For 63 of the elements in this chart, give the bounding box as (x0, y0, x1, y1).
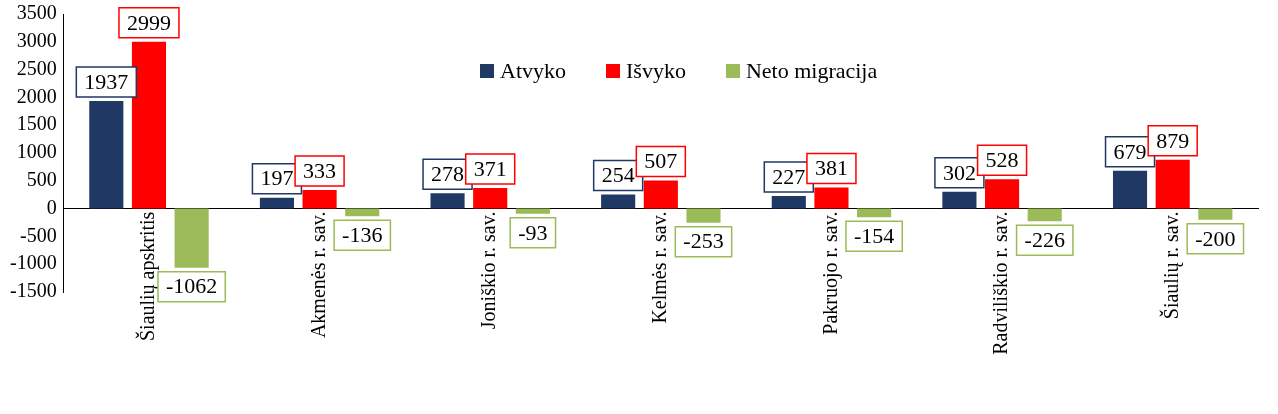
y-tick-label: 2500 (16, 56, 57, 79)
legend-label: Atvyko (500, 58, 566, 84)
x-tick-label: Pakruojo r. sav. (818, 211, 842, 335)
x-tick-label: Kelmės r. sav. (648, 211, 671, 324)
bar (302, 190, 337, 209)
x-tick-label: Šiaulių r. sav. (1158, 211, 1183, 320)
bar (259, 197, 294, 209)
data-label: -154 (853, 222, 895, 248)
bar (985, 179, 1020, 209)
data-label: 1937 (84, 68, 129, 94)
y-tick-label: 3000 (16, 29, 57, 52)
data-label: -253 (683, 228, 724, 254)
data-label: 333 (303, 157, 337, 183)
y-tick-label: 1500 (16, 112, 57, 135)
data-label: 879 (1156, 127, 1190, 153)
bar (601, 194, 636, 209)
bar (473, 187, 508, 209)
legend-label: Išvyko (626, 58, 686, 84)
x-tick-label: Akmenės r. sav. (306, 211, 329, 339)
bar (1155, 159, 1190, 209)
x-tick-label: Joniškio r. sav. (477, 211, 500, 330)
bar (942, 191, 977, 209)
data-label: 371 (473, 155, 507, 181)
data-label: -93 (518, 219, 548, 245)
data-label: 197 (260, 165, 294, 191)
data-label: 227 (772, 163, 806, 189)
bar (345, 208, 380, 217)
bar (1198, 208, 1233, 220)
data-label: 278 (431, 160, 465, 186)
legend-label: Neto migracija (745, 58, 878, 84)
y-tick-label: 2000 (16, 84, 57, 107)
data-label: 254 (601, 162, 635, 188)
bar (771, 195, 806, 209)
x-tick-label: Šiaulių apskritis (135, 211, 160, 342)
data-label: -136 (342, 221, 383, 247)
data-label: 302 (942, 159, 976, 185)
data-label: -1062 (165, 273, 218, 299)
bar (643, 180, 678, 209)
bar (174, 208, 209, 268)
x-tick-label: Radviliškio r. sav. (989, 211, 1012, 355)
data-label: 507 (644, 148, 678, 174)
bar (131, 41, 167, 209)
y-tick-label: 1000 (16, 140, 57, 163)
bar (814, 187, 849, 209)
y-tick-label: 3500 (16, 1, 57, 24)
y-tick-label: -1000 (9, 251, 57, 274)
bar (89, 100, 124, 209)
bar (1112, 170, 1148, 209)
y-tick-label: 0 (46, 195, 57, 218)
bar (515, 208, 550, 214)
bar (857, 208, 892, 218)
y-tick-label: 500 (26, 168, 57, 191)
data-label: -226 (1024, 226, 1065, 252)
y-tick-label: -500 (19, 223, 57, 246)
y-tick-label: -1500 (9, 279, 57, 302)
data-label: 2999 (126, 9, 171, 35)
bar (1027, 208, 1062, 222)
data-label: 528 (985, 147, 1019, 173)
data-label: -200 (1195, 225, 1236, 251)
data-label: 679 (1113, 138, 1147, 164)
data-label: 381 (814, 155, 848, 181)
bar (686, 208, 721, 223)
bar (430, 193, 465, 209)
